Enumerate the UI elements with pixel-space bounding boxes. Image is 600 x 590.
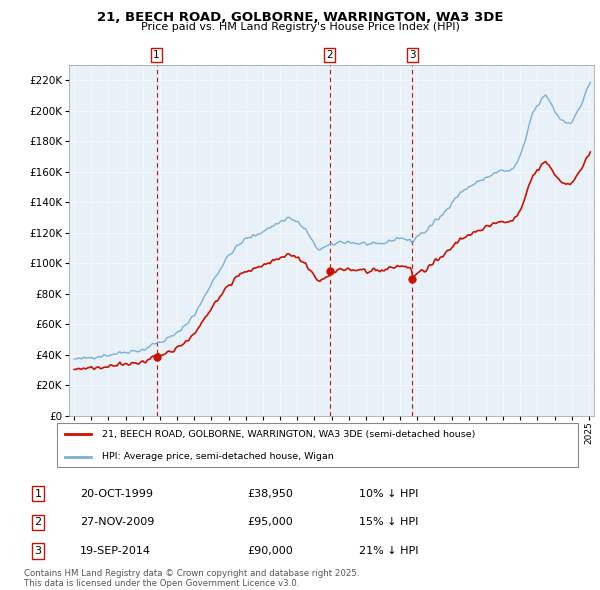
Text: Contains HM Land Registry data © Crown copyright and database right 2025.
This d: Contains HM Land Registry data © Crown c… [24,569,359,588]
Text: 21, BEECH ROAD, GOLBORNE, WARRINGTON, WA3 3DE (semi-detached house): 21, BEECH ROAD, GOLBORNE, WARRINGTON, WA… [101,430,475,439]
Text: 27-NOV-2009: 27-NOV-2009 [80,517,154,527]
Text: 1: 1 [34,489,41,499]
FancyBboxPatch shape [56,422,578,467]
Text: £90,000: £90,000 [247,546,293,556]
Text: 2: 2 [34,517,41,527]
Text: £95,000: £95,000 [247,517,293,527]
Text: 21% ↓ HPI: 21% ↓ HPI [359,546,418,556]
Text: 10% ↓ HPI: 10% ↓ HPI [359,489,418,499]
Text: HPI: Average price, semi-detached house, Wigan: HPI: Average price, semi-detached house,… [101,453,333,461]
Text: 20-OCT-1999: 20-OCT-1999 [80,489,153,499]
Text: 21, BEECH ROAD, GOLBORNE, WARRINGTON, WA3 3DE: 21, BEECH ROAD, GOLBORNE, WARRINGTON, WA… [97,11,503,24]
Text: 19-SEP-2014: 19-SEP-2014 [80,546,151,556]
Text: 3: 3 [409,50,416,60]
Text: £38,950: £38,950 [247,489,293,499]
Text: Price paid vs. HM Land Registry's House Price Index (HPI): Price paid vs. HM Land Registry's House … [140,22,460,32]
Text: 1: 1 [153,50,160,60]
Text: 2: 2 [326,50,333,60]
Text: 3: 3 [34,546,41,556]
Text: 15% ↓ HPI: 15% ↓ HPI [359,517,418,527]
